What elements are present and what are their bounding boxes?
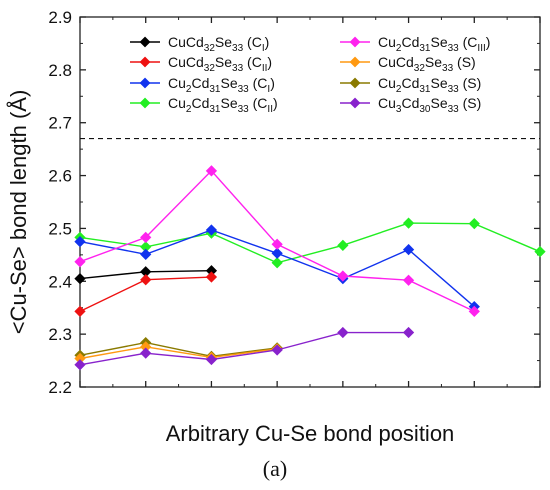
- legend-entry-6: Cu2Cd31Se33 (S): [340, 75, 481, 95]
- data-point: [271, 238, 283, 250]
- y-tick-label: 2.7: [48, 114, 72, 133]
- legend-marker: [349, 77, 361, 89]
- data-point: [271, 257, 283, 269]
- series-line: [79, 341, 278, 358]
- series-7: [74, 326, 415, 371]
- legend-marker: [139, 97, 151, 109]
- legend: CuCd32Se33 (CI)CuCd32Se33 (CII)Cu2Cd31Se…: [130, 34, 490, 115]
- data-point: [534, 246, 546, 258]
- data-point: [140, 274, 152, 286]
- data-point: [468, 305, 480, 318]
- legend-marker: [349, 97, 361, 109]
- data-point: [402, 274, 415, 286]
- legend-entry-7: Cu3Cd30Se33 (S): [340, 95, 481, 115]
- chart-axes: 2.2 2.3 2.4 2.5 2.6 2.7 2.8 2.9: [48, 8, 541, 397]
- plot-frame: [79, 16, 541, 388]
- figure-caption: (a): [263, 456, 287, 481]
- legend-label: Cu3Cd30Se33 (S): [378, 95, 481, 115]
- y-tick-label: 2.3: [48, 325, 72, 344]
- data-point: [402, 326, 415, 339]
- series-line: [79, 346, 278, 360]
- series-1: [74, 271, 218, 318]
- series-4: [74, 165, 480, 318]
- legend-marker: [139, 77, 151, 89]
- data-point: [140, 231, 152, 244]
- data-point: [74, 256, 86, 268]
- legend-label: CuCd32Se33 (CII): [168, 54, 272, 74]
- legend-label: Cu2Cd31Se33 (CIII): [378, 34, 490, 54]
- series-0: [74, 265, 218, 285]
- y-tick-label: 2.2: [48, 378, 72, 397]
- legend-entry-1: CuCd32Se33 (CII): [130, 54, 272, 74]
- data-point: [140, 347, 152, 359]
- legend-label: Cu2Cd31Se33 (S): [378, 75, 481, 95]
- y-tick-label: 2.6: [48, 167, 72, 186]
- y-axis-label: <Cu-Se> bond length (Å): [6, 90, 31, 335]
- series-group: [74, 165, 546, 371]
- legend-marker: [349, 36, 361, 48]
- data-point: [271, 247, 283, 259]
- data-point: [205, 271, 218, 283]
- data-point: [337, 326, 349, 339]
- data-point: [271, 344, 283, 356]
- data-point: [468, 218, 480, 230]
- legend-marker: [349, 56, 361, 68]
- data-point: [205, 224, 218, 236]
- legend-entry-5: CuCd32Se33 (S): [340, 54, 476, 74]
- data-point: [74, 273, 86, 285]
- data-point: [337, 270, 349, 282]
- legend-entry-3: Cu2Cd31Se33 (CII): [130, 95, 278, 115]
- data-point: [205, 165, 218, 177]
- data-point: [402, 243, 415, 256]
- legend-label: CuCd32Se33 (S): [378, 54, 476, 74]
- data-point: [74, 359, 86, 371]
- x-axis-label: Arbitrary Cu-Se bond position: [166, 421, 455, 446]
- y-tick-label: 2.5: [48, 219, 72, 238]
- data-point: [74, 236, 86, 248]
- y-tick-label: 2.4: [48, 272, 72, 291]
- data-point: [74, 305, 86, 318]
- series-line: [79, 222, 541, 264]
- series-2: [74, 224, 480, 313]
- data-point: [140, 248, 152, 260]
- legend-entry-2: Cu2Cd31Se33 (CI): [130, 75, 275, 95]
- legend-label: Cu2Cd31Se33 (CI): [168, 75, 275, 95]
- legend-entry-0: CuCd32Se33 (CI): [130, 34, 269, 54]
- data-point: [337, 239, 349, 251]
- data-point: [205, 353, 218, 366]
- legend-marker: [139, 36, 151, 48]
- series-6: [74, 336, 283, 362]
- y-tick-label: 2.8: [48, 61, 72, 80]
- legend-marker: [139, 56, 151, 68]
- legend-label: CuCd32Se33 (CI): [168, 34, 269, 54]
- data-point: [402, 217, 415, 229]
- series-line: [79, 331, 409, 366]
- legend-entry-4: Cu2Cd31Se33 (CIII): [340, 34, 490, 54]
- y-tick-label: 2.9: [48, 8, 72, 27]
- legend-label: Cu2Cd31Se33 (CII): [168, 95, 278, 115]
